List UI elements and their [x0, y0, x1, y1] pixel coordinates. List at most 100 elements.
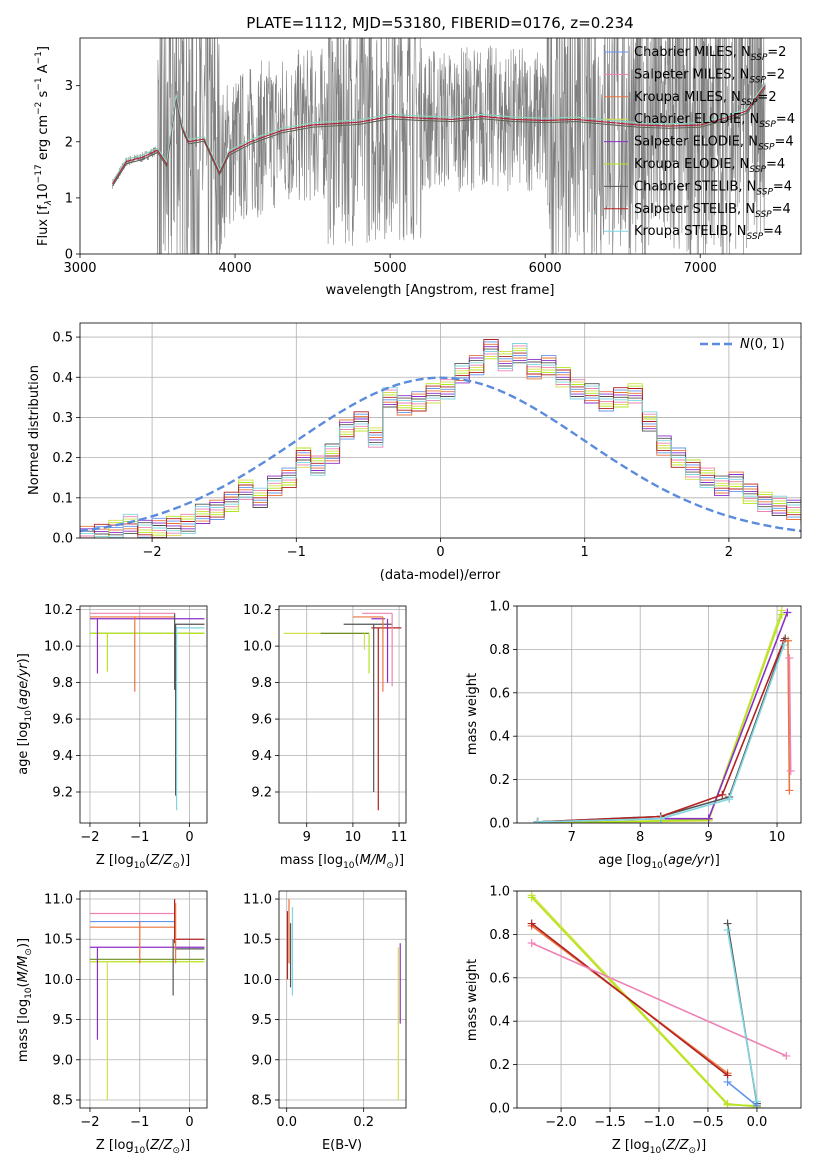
y-tick-label: 0.3	[52, 411, 73, 426]
legend-label: Kroupa ELODIE, NSSP=4	[634, 157, 785, 175]
x-tick-label: 6000	[529, 261, 562, 276]
weight-line	[727, 1081, 758, 1107]
x-tick-label: −1	[130, 1115, 149, 1130]
x-axis-label: Z [log10(Z/Z⊙)]	[96, 853, 190, 871]
y-axis-label: mass weight	[465, 673, 480, 755]
weight-point	[785, 654, 794, 663]
y-tick-label: 0.8	[489, 643, 510, 658]
chart-spectrum: 3000 4000 5000 6000 7000 0 1 2 3 Chabrier MILES, …	[34, 37, 802, 298]
legend-label: Salpeter ELODIE, NSSP=4	[634, 135, 794, 153]
y-axis-label: mass weight	[465, 959, 480, 1041]
x-axis-label: (data-model)/error	[380, 568, 501, 583]
x-tick-label: 9	[303, 830, 311, 845]
y-axis-label: mass [log10(M/M⊙)]	[16, 938, 34, 1062]
plot-area	[533, 606, 795, 823]
x-tick-label: 0	[436, 545, 444, 560]
weight-line	[537, 640, 785, 823]
legend-label: Chabrier ELODIE, NSSP=4	[634, 112, 795, 130]
y-axis-label: Normed distribution	[27, 365, 42, 495]
legend-label: Salpeter MILES, NSSP=2	[634, 67, 785, 85]
y-tick-label: 9.4	[251, 749, 272, 764]
weight-line	[531, 896, 757, 1107]
x-tick-label: 0.2	[353, 1115, 374, 1130]
x-tick-label: −2	[80, 830, 99, 845]
y-tick-label: 8.5	[251, 1093, 272, 1108]
axes-frame	[516, 605, 802, 824]
y-tick-label: 9.5	[52, 1013, 73, 1028]
y-tick-label: 10.0	[44, 973, 73, 988]
y-tick-label: 2	[65, 135, 73, 150]
weight-point	[786, 766, 795, 775]
weight-line	[787, 640, 791, 791]
weight-point	[723, 1100, 732, 1108]
y-tick-label: 0.0	[52, 532, 73, 547]
weight-point	[723, 1077, 732, 1086]
x-tick-label: 8	[636, 830, 644, 845]
legend: Chabrier MILES, NSSP=2 Salpeter MILES, NS…	[604, 45, 795, 242]
y-tick-label: 9.6	[251, 713, 272, 728]
y-tick-label: 9.0	[52, 1053, 73, 1068]
y-tick-label: 9.2	[52, 786, 73, 801]
x-tick-label: −2	[143, 545, 162, 560]
legend-label: Salpeter STELIB, NSSP=4	[634, 202, 791, 220]
plot-area	[283, 612, 402, 811]
weight-line	[531, 942, 787, 1057]
plot-area	[89, 612, 205, 811]
y-tick-label: 9.2	[251, 786, 272, 801]
weight-point	[782, 1051, 791, 1060]
x-axis-label: wavelength [Angstrom, rest frame]	[326, 283, 555, 298]
weight-line	[537, 644, 785, 823]
y-tick-label: 9.6	[52, 713, 73, 728]
y-tick-label: 0.2	[489, 1058, 510, 1073]
y-tick-label: 1.0	[489, 600, 510, 615]
model-line	[112, 83, 766, 182]
weight-point	[752, 1101, 761, 1108]
normal-curve	[80, 376, 801, 533]
y-tick-label: 1.0	[489, 885, 510, 900]
y-tick-label: 9.0	[251, 1053, 272, 1068]
y-tick-label: 0.0	[489, 817, 510, 832]
y-tick-label: 10.0	[243, 640, 272, 655]
y-tick-label: 0.0	[489, 1102, 510, 1117]
axes-frame	[278, 890, 407, 1109]
weight-line	[537, 612, 789, 823]
x-tick-label: 1	[581, 545, 589, 560]
x-tick-label: 3000	[63, 261, 96, 276]
chart-age_vs_mass: 9 10 11 9.2 9.4 9.6 9.8 10.0 10.2 mass [log10(M/M…	[243, 603, 407, 871]
y-axis-label: age [log10(age/yr)]	[16, 653, 34, 775]
y-tick-label: 0.6	[489, 971, 510, 986]
legend-label: Kroupa MILES, NSSP=2	[634, 90, 777, 108]
x-tick-label: 0	[185, 1115, 193, 1130]
y-tick-label: 0.2	[52, 451, 73, 466]
plot-area	[89, 899, 205, 1100]
chart-mass_vs_Z: −2 −1 0 8.5 9.0 9.5 10.0 10.5 11.0 Z [log10(Z/Z⊙)…	[16, 890, 208, 1156]
y-tick-label: 0.8	[489, 928, 510, 943]
chart-age_vs_Z: −2 −1 0 9.2 9.4 9.6 9.8 10.0 10.2 Z [log10(Z/Z⊙)]…	[16, 603, 208, 871]
y-tick-label: 0.1	[52, 491, 73, 506]
x-tick-label: −2	[80, 1115, 99, 1130]
legend-label: Chabrier MILES, NSSP=2	[634, 45, 786, 63]
chart-mass_vs_EBV: 0.0 0.2 8.5 9.0 9.5 10.0 10.5 11.0 E(B-V)	[243, 890, 407, 1153]
legend-label: Kroupa STELIB, NSSP=4	[634, 224, 782, 242]
y-tick-label: 10.2	[243, 603, 272, 618]
x-tick-label: 9	[704, 830, 712, 845]
axes-frame	[79, 322, 802, 539]
x-axis-label: age [log10(age/yr)]	[598, 853, 720, 871]
x-tick-label: −2.0	[545, 1115, 577, 1130]
weight-point	[527, 919, 536, 928]
y-tick-label: 0.4	[489, 730, 510, 745]
weight-point	[783, 636, 792, 645]
weight-line	[788, 658, 792, 771]
y-tick-label: 9.4	[52, 749, 73, 764]
y-tick-label: 3	[65, 79, 73, 94]
weight-line	[531, 894, 757, 1108]
y-tick-label: 9.8	[251, 676, 272, 691]
x-tick-label: 7000	[684, 261, 717, 276]
weight-point	[533, 817, 542, 823]
weight-point	[723, 926, 732, 935]
weight-point	[779, 641, 788, 650]
x-tick-label: 4000	[219, 261, 252, 276]
weight-point	[527, 939, 536, 948]
